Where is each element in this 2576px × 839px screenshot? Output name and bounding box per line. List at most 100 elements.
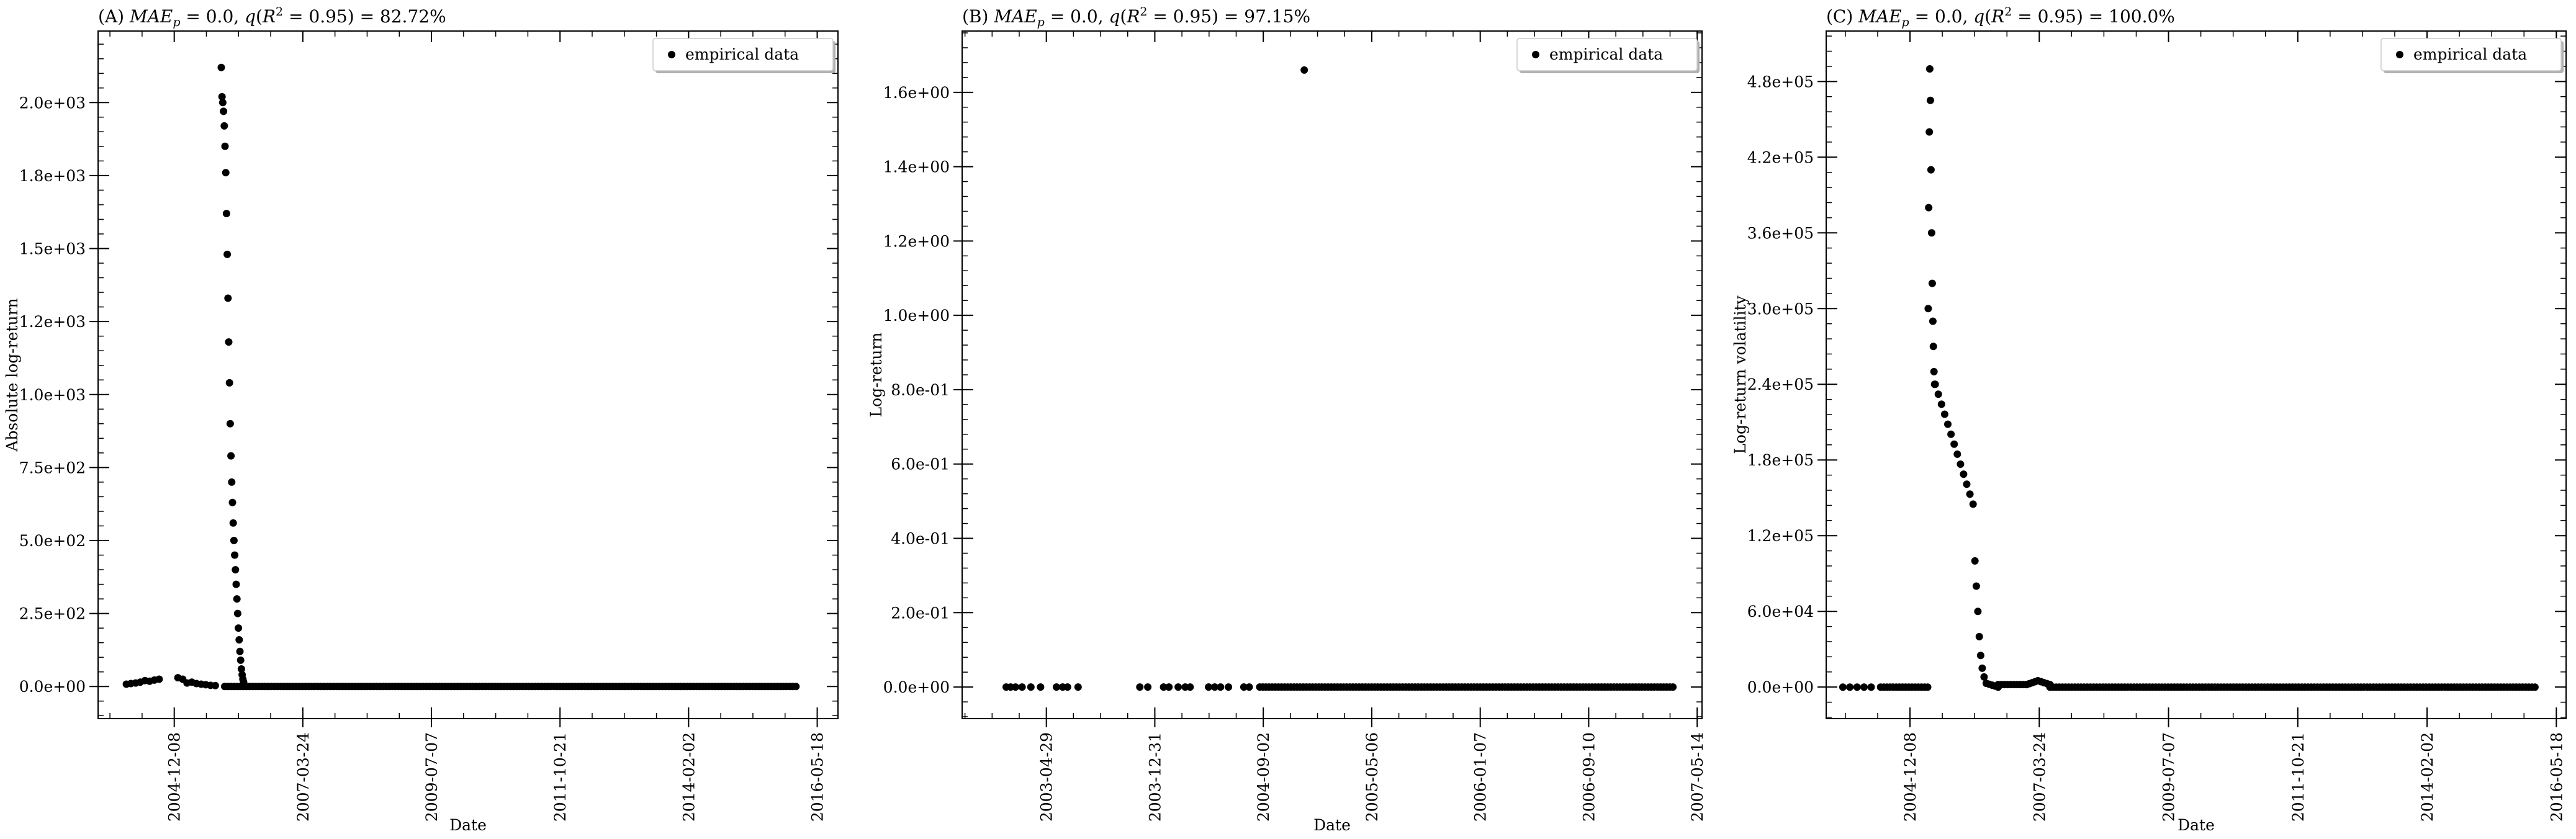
data-point (218, 99, 227, 107)
data-point (1925, 65, 1934, 73)
data-point (1926, 96, 1934, 104)
data-point (231, 551, 239, 559)
y-tick-label: 1.2e+00 (883, 232, 950, 250)
y-tick-label: 2.4e+05 (1747, 375, 1814, 393)
data-point (222, 210, 230, 218)
data-point (225, 338, 233, 346)
data-point (220, 122, 228, 130)
data-point (1963, 480, 1971, 488)
y-tick-label: 4.2e+05 (1747, 148, 1814, 166)
y-tick-label: 0.0e+00 (1747, 678, 1814, 696)
y-tick-label: 7.5e+02 (19, 459, 86, 477)
data-point (225, 379, 233, 387)
data-point (1940, 410, 1948, 418)
data-point (229, 519, 237, 527)
x-tick-label: 2005-05-06 (1363, 732, 1381, 822)
series-empirical-data (122, 63, 800, 691)
data-point (1063, 683, 1071, 691)
data-point (1950, 440, 1958, 448)
data-point (1053, 683, 1060, 691)
data-point (1937, 400, 1945, 408)
data-point (1037, 683, 1045, 691)
data-point (1012, 683, 1019, 691)
data-point (2531, 683, 2539, 691)
data-point (1205, 683, 1213, 691)
data-point (236, 647, 244, 655)
data-point (1165, 683, 1173, 691)
legend-marker (668, 51, 675, 58)
y-axis-label: Log-return volatility (1731, 295, 1749, 454)
chart-title: (B) MAEp = 0.0, q(R2 = 0.95) = 97.15% (962, 5, 1310, 29)
data-point (1931, 380, 1939, 388)
data-point (1928, 279, 1936, 287)
data-point (1924, 683, 1932, 691)
data-point (221, 142, 229, 150)
y-tick-label: 1.8e+03 (19, 167, 86, 185)
data-point (232, 580, 240, 588)
y-tick-label: 1.8e+05 (1747, 451, 1814, 469)
data-point (1976, 652, 1984, 660)
y-tick-label: 6.0e-01 (891, 455, 950, 473)
y-tick-label: 4.8e+05 (1747, 73, 1814, 91)
data-point (792, 683, 800, 691)
data-point (227, 452, 235, 460)
legend-box (2380, 38, 2562, 71)
y-tick-label: 3.6e+05 (1747, 224, 1814, 242)
data-point (1860, 683, 1868, 691)
y-tick-label: 8.0e-01 (891, 381, 950, 399)
data-point (223, 250, 232, 258)
legend-box (1516, 38, 1698, 71)
data-point (1867, 683, 1875, 691)
data-point (233, 595, 241, 603)
y-axis-label: Absolute log-return (3, 298, 21, 452)
data-point (237, 665, 245, 673)
data-point (235, 636, 243, 644)
data-point (1929, 343, 1937, 351)
legend-marker (1532, 51, 1539, 58)
data-point (1846, 683, 1854, 691)
data-point (226, 420, 234, 428)
legend: empirical data (652, 38, 835, 73)
data-point (1934, 390, 1942, 398)
x-tick-label: 2016-05-18 (809, 732, 827, 822)
data-point (1969, 500, 1977, 508)
data-point (1027, 683, 1035, 691)
legend: empirical data (2380, 38, 2564, 73)
x-tick-label: 2004-12-08 (166, 732, 184, 822)
data-point (1927, 166, 1935, 174)
y-tick-label: 1.2e+05 (1747, 527, 1814, 545)
data-point (228, 498, 236, 506)
data-point (1925, 128, 1934, 136)
plot-frame (1826, 30, 2567, 719)
data-point (1929, 317, 1937, 325)
chart-panel-c: (C) MAEp = 0.0, q(R2 = 0.95) = 100.0% 0.0… (1731, 5, 2567, 834)
y-tick-label: 0.0e+00 (883, 678, 950, 696)
x-tick-label: 2009-07-07 (2160, 732, 2178, 822)
data-point (217, 63, 225, 71)
y-tick-label: 2.0e+03 (19, 94, 86, 112)
y-tick-label: 6.0e+04 (1747, 603, 1814, 621)
data-point (1930, 367, 1938, 375)
x-tick-label: 2014-02-02 (680, 732, 698, 822)
data-point (1924, 305, 1932, 313)
data-point (1953, 450, 1961, 458)
data-point (1240, 683, 1248, 691)
y-tick-label: 3.0e+05 (1747, 300, 1814, 318)
data-point (1186, 683, 1194, 691)
data-point (235, 624, 243, 632)
plot-frame (97, 30, 839, 719)
x-tick-label: 2006-01-07 (1472, 732, 1490, 822)
y-tick-label: 5.0e+02 (19, 532, 86, 550)
data-point (224, 294, 232, 302)
x-axis-label: Date (1313, 816, 1351, 834)
x-tick-label: 2004-12-08 (1901, 732, 1919, 822)
data-point (1225, 683, 1233, 691)
data-point (222, 169, 230, 177)
legend-marker (2396, 51, 2403, 58)
y-tick-label: 1.0e+00 (883, 307, 950, 325)
legend: empirical data (1516, 38, 1700, 73)
y-tick-label: 2.0e-01 (891, 604, 950, 622)
chart-title: (A) MAEp = 0.0, q(R2 = 0.95) = 82.72% (98, 5, 446, 29)
x-axis-label: Date (2177, 816, 2215, 834)
data-point (1925, 204, 1933, 212)
